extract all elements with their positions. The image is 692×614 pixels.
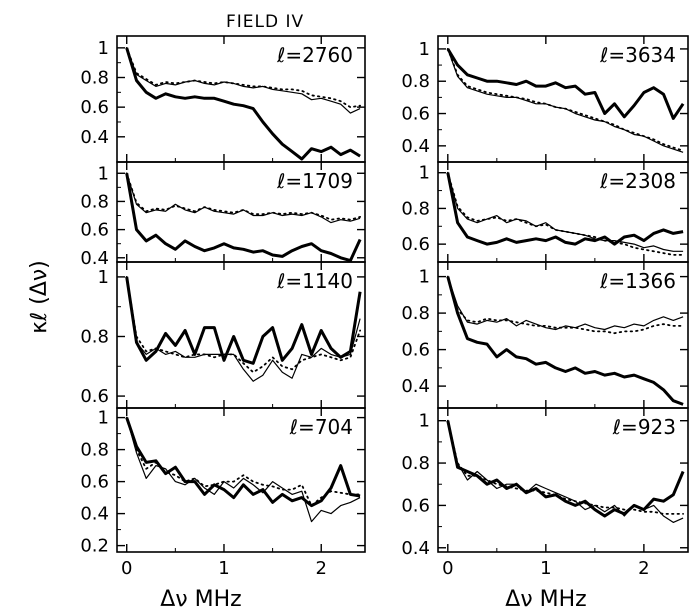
y-tick-label: 0.8 — [401, 303, 430, 324]
series-line-thin — [126, 417, 361, 523]
y-tick-label: 1 — [419, 411, 430, 432]
y-tick-label: 0.6 — [401, 234, 430, 255]
series-line-dotted — [446, 275, 684, 335]
y-tick-label: 0.8 — [401, 71, 430, 92]
y-tick-label: 0.6 — [80, 472, 109, 493]
y-tick-label: 0.6 — [401, 104, 430, 125]
series-line-thin — [126, 47, 361, 114]
y-tick-label: 1 — [419, 39, 430, 60]
y-tick-label: 1 — [98, 38, 109, 59]
panel-3: 0.4 0.6 0.8 1 ℓ=1709 — [80, 161, 366, 269]
panel-frame — [116, 407, 366, 553]
series-line-dotted — [446, 419, 684, 515]
y-tick-label: 0.4 — [80, 248, 109, 269]
y-tick-label: 0.6 — [80, 220, 109, 241]
x-tick-label: 2 — [316, 558, 327, 579]
y-tick-label: 0.4 — [80, 127, 109, 148]
x-tick-label: 0 — [121, 558, 132, 579]
panel-7: 0.2 0.4 0.6 0.8 1 0 1 2 ℓ=704 — [80, 407, 366, 579]
y-tick-label: 0.8 — [401, 453, 430, 474]
y-tick-label: 1 — [419, 163, 430, 184]
y-tick-label: 0.8 — [80, 68, 109, 89]
x-tick-label: 2 — [638, 558, 649, 579]
y-tick-label: 0.2 — [80, 536, 109, 557]
panel-label: ℓ=704 — [289, 415, 353, 439]
series-line-thick — [125, 173, 362, 262]
y-tick-label: 0.4 — [401, 538, 430, 559]
y-tick-label: 0.8 — [80, 440, 109, 461]
series-line-thick — [125, 47, 361, 161]
y-tick-label: 0.6 — [80, 97, 109, 118]
x-tick-label: 0 — [442, 558, 453, 579]
y-tick-label: 1 — [98, 408, 109, 429]
y-tick-label: 0.6 — [80, 386, 109, 407]
series-line-dotted — [125, 275, 362, 374]
panel-label: ℓ=923 — [612, 415, 676, 439]
series-line-dotted — [446, 171, 684, 256]
x-tick-label: 1 — [540, 558, 551, 579]
y-axis-title: κℓ (Δν) — [27, 260, 52, 334]
x-tick-label: 1 — [218, 558, 229, 579]
panel-label: ℓ=1140 — [276, 269, 353, 293]
x-axis-title-right: Δν MHz — [505, 587, 586, 612]
series-line-thick — [125, 276, 362, 365]
y-tick-label: 0.6 — [401, 340, 430, 361]
y-tick-label: 0.6 — [401, 495, 430, 516]
y-tick-label: 0.4 — [401, 376, 430, 397]
series-line-thick — [446, 276, 684, 406]
panel-4: 0.6 0.8 1 ℓ=2308 — [401, 161, 689, 263]
panel-frame — [437, 407, 689, 553]
series-line-thick — [125, 417, 361, 508]
series-line-thin — [126, 276, 361, 382]
panel-2: 0.4 0.6 0.8 1 ℓ=3634 — [401, 35, 689, 163]
series-line-thick — [446, 172, 684, 246]
series-line-dotted — [125, 416, 362, 507]
series-line-thin — [447, 276, 684, 331]
series-line-dotted — [125, 172, 362, 221]
y-tick-label: 1 — [98, 267, 109, 288]
x-axis-title-left: Δν MHz — [160, 587, 241, 612]
figure-title: FIELD IV — [226, 12, 304, 32]
series-line-thin — [447, 172, 684, 252]
panel-label: ℓ=2760 — [276, 43, 353, 67]
y-tick-label: 1 — [98, 163, 109, 184]
series-line-dotted — [125, 47, 362, 109]
series-line-thick — [446, 48, 685, 120]
panel-8: 0.4 0.6 0.8 1 0 1 2 ℓ=923 — [401, 407, 689, 579]
panel-label: ℓ=3634 — [599, 43, 676, 67]
panel-label: ℓ=2308 — [599, 169, 676, 193]
y-tick-label: 0.4 — [80, 504, 109, 525]
panel-5: 0.6 0.8 1 ℓ=1140 — [80, 261, 366, 409]
panel-label: ℓ=1366 — [599, 269, 676, 293]
y-tick-label: 0.8 — [80, 191, 109, 212]
y-tick-label: 0.8 — [80, 326, 109, 347]
y-tick-label: 1 — [419, 267, 430, 288]
panel-6: 0.4 0.6 0.8 1 ℓ=1366 — [401, 261, 689, 409]
y-tick-label: 0.8 — [401, 198, 430, 219]
series-line-dotted — [446, 48, 684, 152]
series-line-thin — [447, 420, 684, 524]
y-tick-label: 0.4 — [401, 136, 430, 157]
panel-1: 0.4 0.6 0.8 1 ℓ=2760 — [80, 35, 366, 163]
panel-label: ℓ=1709 — [276, 169, 353, 193]
